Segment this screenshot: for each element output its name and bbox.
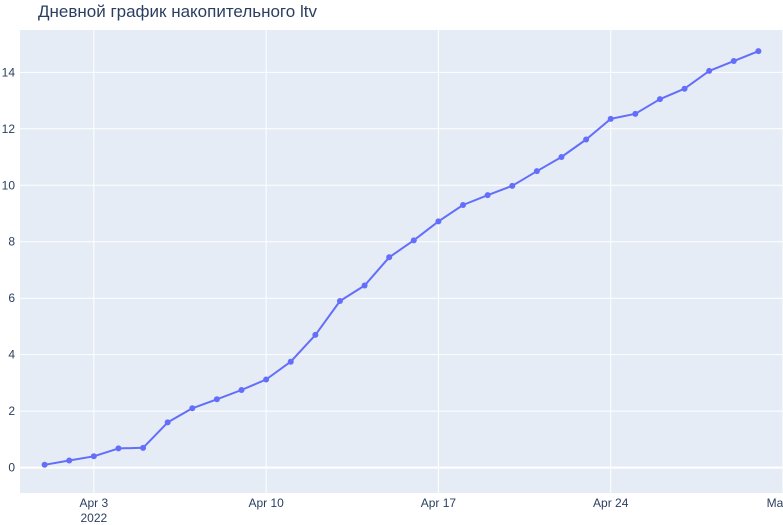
- data-point: [607, 115, 614, 122]
- data-point: [410, 237, 417, 244]
- data-point: [435, 218, 442, 225]
- y-tick-label: 0: [8, 461, 15, 475]
- data-point: [115, 445, 122, 452]
- x-tick-label: Apr 3: [79, 496, 108, 510]
- data-point: [164, 419, 171, 426]
- data-point: [238, 386, 245, 393]
- x-tick-label: Apr 17: [421, 496, 457, 510]
- x-tick-label: May 1: [767, 496, 783, 510]
- y-tick-label: 14: [2, 65, 16, 79]
- data-point: [312, 331, 319, 338]
- y-axis-ticks: 0 2 4 6 8 10 12 14: [2, 65, 16, 474]
- y-tick-label: 8: [8, 235, 15, 249]
- data-point: [730, 58, 737, 65]
- x-tick-sublabel: 2022: [80, 511, 107, 525]
- y-tick-label: 4: [8, 348, 15, 362]
- data-point: [361, 282, 368, 289]
- data-point: [509, 182, 516, 189]
- y-tick-label: 6: [8, 291, 15, 305]
- data-point: [41, 461, 48, 468]
- data-point: [140, 444, 147, 451]
- data-point: [460, 202, 467, 209]
- data-point: [533, 168, 540, 175]
- data-point: [90, 453, 97, 460]
- data-point: [386, 254, 393, 261]
- data-point: [656, 96, 663, 103]
- x-tick-label: Apr 24: [593, 496, 629, 510]
- series-group: [41, 48, 762, 468]
- data-point: [213, 396, 220, 403]
- data-point: [632, 110, 639, 117]
- data-point: [755, 48, 762, 55]
- data-point: [583, 136, 590, 143]
- series-line: [44, 50, 759, 466]
- data-point: [336, 298, 343, 305]
- data-point: [558, 154, 565, 161]
- y-tick-label: 2: [8, 404, 15, 418]
- y-tick-label: 12: [2, 122, 16, 136]
- data-point: [681, 85, 688, 92]
- chart-title: Дневной график накопительного ltv: [38, 2, 317, 21]
- data-point: [706, 67, 713, 74]
- x-gridlines: [93, 30, 783, 493]
- data-point: [66, 457, 73, 464]
- plot-area: [20, 30, 783, 493]
- data-point: [189, 405, 196, 412]
- x-tick-label: Apr 10: [248, 496, 284, 510]
- data-point: [263, 376, 270, 383]
- data-point: [287, 358, 294, 365]
- data-point: [484, 192, 491, 199]
- y-gridlines: [20, 71, 783, 469]
- y-tick-label: 10: [2, 178, 16, 192]
